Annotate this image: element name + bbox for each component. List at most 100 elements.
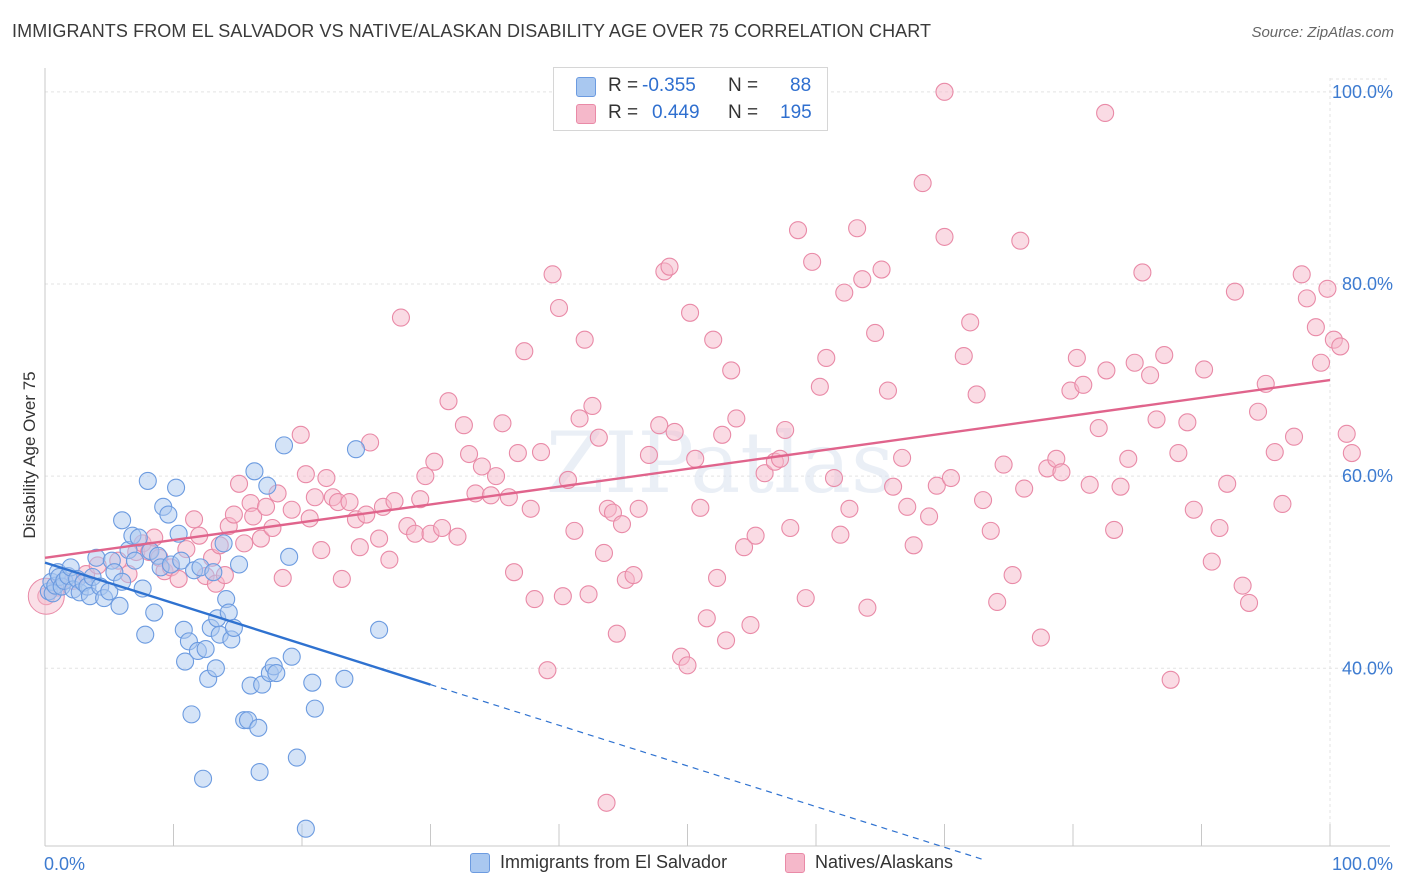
- data-point: [570, 409, 589, 428]
- data-point: [678, 656, 697, 675]
- data-point: [612, 515, 632, 534]
- data-point: [425, 452, 444, 471]
- data-point: [1311, 353, 1331, 372]
- data-point: [722, 361, 741, 380]
- data-point: [1202, 552, 1221, 571]
- data-point: [935, 227, 954, 246]
- legend-n-label: N =: [728, 75, 759, 96]
- data-point: [113, 511, 132, 530]
- data-point: [746, 526, 765, 545]
- legend-r-value: -0.355: [642, 75, 696, 96]
- data-point: [597, 793, 616, 812]
- data-point: [543, 265, 562, 284]
- data-point: [858, 598, 877, 617]
- data-point: [1318, 279, 1337, 298]
- data-point: [251, 529, 270, 548]
- data-point: [472, 457, 491, 476]
- data-point: [716, 631, 736, 650]
- data-point: [282, 500, 301, 519]
- data-point: [708, 568, 727, 588]
- data-point: [1265, 443, 1284, 462]
- data-point: [660, 257, 679, 276]
- data-point: [370, 620, 389, 639]
- correlation-legend: R = -0.355 N = 88 R = 0.449 N = 195: [553, 67, 828, 131]
- legend-swatch-pink: [576, 104, 596, 124]
- data-point: [872, 260, 891, 279]
- legend-n-label: N =: [728, 102, 759, 123]
- data-point: [796, 589, 815, 608]
- legend-swatch-blue: [576, 77, 596, 97]
- data-point: [1067, 348, 1086, 367]
- data-point: [840, 499, 859, 518]
- data-point: [713, 425, 732, 444]
- data-point: [1074, 375, 1093, 394]
- data-point: [380, 550, 399, 569]
- data-point: [204, 563, 223, 582]
- data-point: [920, 507, 939, 526]
- data-point: [1195, 360, 1214, 379]
- data-point: [515, 342, 534, 361]
- data-point: [454, 416, 473, 435]
- data-point: [1125, 353, 1144, 372]
- data-point: [866, 323, 885, 343]
- data-point: [1184, 500, 1203, 519]
- data-point: [741, 615, 760, 635]
- data-point: [1342, 444, 1361, 463]
- data-point: [249, 718, 268, 737]
- data-point: [681, 303, 700, 322]
- data-point: [185, 510, 204, 529]
- data-point: [553, 587, 572, 606]
- data-point: [607, 624, 626, 643]
- data-point: [1337, 424, 1356, 443]
- data-point: [704, 330, 723, 349]
- data-point: [159, 505, 178, 524]
- data-point: [1297, 289, 1316, 308]
- data-point: [967, 385, 986, 404]
- data-point: [305, 699, 324, 718]
- data-point: [1105, 520, 1124, 539]
- data-point: [273, 568, 292, 588]
- data-point: [250, 762, 269, 782]
- data-point: [245, 462, 264, 481]
- data-point: [810, 377, 829, 396]
- y-tick-label: 80.0%: [1342, 274, 1393, 294]
- data-point: [803, 252, 822, 271]
- data-point: [781, 518, 800, 538]
- data-point: [335, 669, 354, 688]
- legend-n-value: 88: [790, 75, 812, 96]
- data-point: [521, 499, 540, 518]
- data-point: [686, 449, 705, 468]
- data-point: [1080, 475, 1099, 494]
- chart-title: IMMIGRANTS FROM EL SALVADOR VS NATIVE/AL…: [12, 21, 932, 41]
- data-point: [770, 449, 790, 468]
- data-point: [229, 474, 249, 493]
- data-point: [755, 464, 774, 483]
- data-point: [508, 444, 527, 463]
- trend-line-blue-extension: [430, 684, 984, 861]
- data-point: [935, 82, 954, 101]
- data-point: [1284, 427, 1304, 446]
- data-point: [1331, 337, 1350, 356]
- data-point: [280, 547, 299, 566]
- legend-r-label: R =: [608, 102, 639, 123]
- legend-r-label: R =: [608, 75, 639, 96]
- data-point: [624, 566, 643, 585]
- data-point: [824, 468, 844, 488]
- data-point: [1161, 670, 1180, 689]
- trend-line-blue: [44, 561, 431, 686]
- source-label: Source: ZipAtlas.com: [1251, 24, 1394, 41]
- data-point: [531, 443, 551, 462]
- data-point: [904, 536, 923, 555]
- data-point: [332, 569, 351, 588]
- data-point: [1248, 402, 1268, 421]
- data-point: [406, 524, 425, 543]
- data-point: [499, 488, 518, 507]
- data-point: [913, 174, 932, 193]
- data-point: [110, 596, 129, 615]
- data-point: [244, 507, 263, 526]
- data-point: [504, 563, 524, 582]
- legend-swatch-pink: [785, 853, 805, 873]
- data-point: [459, 444, 479, 464]
- data-point: [579, 585, 598, 604]
- data-point: [129, 528, 148, 547]
